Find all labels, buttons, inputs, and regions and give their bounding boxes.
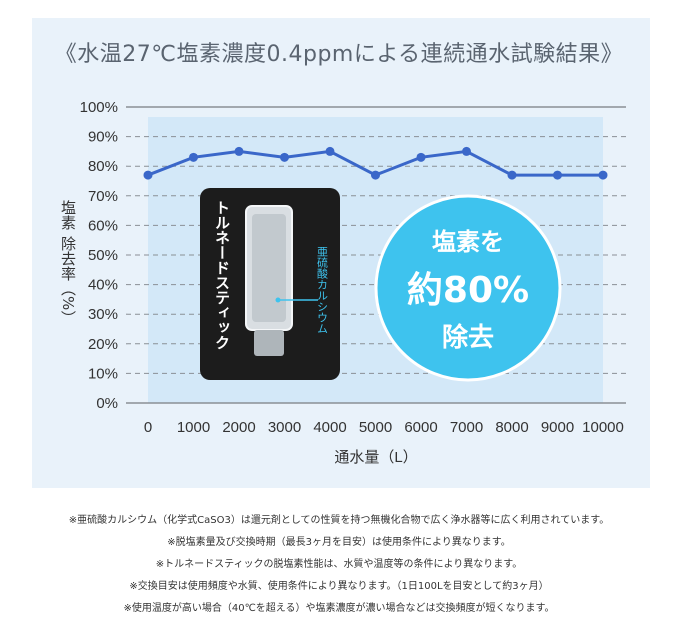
y-tick-label: 70% bbox=[88, 188, 118, 205]
x-tick-label: 6000 bbox=[404, 419, 437, 436]
y-tick-label: 40% bbox=[88, 277, 118, 294]
product-cartridge-filling bbox=[252, 214, 286, 322]
data-point bbox=[416, 152, 426, 162]
y-tick-label: 30% bbox=[88, 306, 118, 323]
chart-title: 《水温27℃塩素濃度0.4ppmによる連続通水試験結果》 bbox=[54, 42, 624, 67]
footnote: ※交換目安は使用頻度や水質、使用条件により異なります。（1日100Lを目安として… bbox=[129, 581, 549, 592]
data-point bbox=[189, 152, 198, 162]
data-point bbox=[553, 170, 562, 180]
footnote: ※脱塩素量及び交換時期（最長3ヶ月を目安）は使用条件により異なります。 bbox=[167, 537, 511, 548]
product-name: トルネードスティック bbox=[213, 200, 231, 350]
y-tick-label: 80% bbox=[88, 158, 118, 175]
y-tick-label: 0% bbox=[96, 395, 118, 412]
x-tick-label: 1000 bbox=[177, 419, 210, 436]
y-tick-label: 50% bbox=[88, 247, 118, 264]
y-tick-label: 60% bbox=[88, 217, 118, 234]
x-tick-label: 0 bbox=[144, 419, 152, 436]
data-point bbox=[598, 170, 608, 180]
footnote: ※トルネードスティックの脱塩素性能は、水質や温度等の条件により異なります。 bbox=[155, 559, 523, 570]
component-pointer-dot bbox=[275, 297, 281, 303]
data-point bbox=[462, 146, 471, 156]
badge-circle bbox=[374, 194, 562, 382]
product-cartridge-cap bbox=[254, 330, 284, 356]
badge-line-3: 除去 bbox=[442, 322, 494, 353]
badge-line-2: 約80% bbox=[407, 270, 529, 311]
data-point bbox=[280, 152, 289, 162]
data-point bbox=[234, 146, 244, 156]
x-tick-label: 4000 bbox=[313, 419, 346, 436]
x-tick-label: 2000 bbox=[222, 419, 255, 436]
x-axis-label: 通水量（L） bbox=[334, 449, 417, 466]
x-tick-label: 10000 bbox=[582, 419, 624, 436]
line-chart: 100% 90% 80% 70% 60% 50% 40% 30% 20% 10% 0% 0 1000 2… bbox=[59, 99, 626, 466]
x-tick-label: 7000 bbox=[450, 419, 483, 436]
x-tick-label: 5000 bbox=[359, 419, 392, 436]
y-tick-label: 100% bbox=[80, 99, 118, 116]
y-axis-label-cont: 除去率（%） bbox=[59, 236, 77, 325]
data-point bbox=[325, 146, 335, 156]
removal-rate-badge: 塩素を 約80% 除去 bbox=[374, 194, 562, 382]
footnote: ※亜硫酸カルシウム（化学式CaSO3）は還元剤としての性質を持つ無機化合物で広く… bbox=[68, 515, 610, 526]
data-point bbox=[143, 170, 153, 180]
badge-line-1: 塩素を bbox=[432, 228, 504, 256]
data-point bbox=[371, 170, 380, 180]
component-label: 亜硫酸カルシウム bbox=[316, 246, 329, 334]
y-axis-label: 塩素 bbox=[59, 200, 77, 230]
footnotes: ※亜硫酸カルシウム（化学式CaSO3）は還元剤としての性質を持つ無機化合物で広く… bbox=[0, 510, 678, 620]
data-point bbox=[507, 170, 517, 180]
x-tick-label: 9000 bbox=[541, 419, 574, 436]
y-tick-label: 90% bbox=[88, 129, 118, 146]
x-tick-label: 3000 bbox=[268, 419, 301, 436]
y-tick-label: 10% bbox=[88, 365, 118, 382]
x-tick-label: 8000 bbox=[495, 419, 528, 436]
y-tick-label: 20% bbox=[88, 336, 118, 353]
footnote: ※使用温度が高い場合（40℃を超える）や塩素濃度が濃い場合などは交換頻度が短くな… bbox=[123, 603, 555, 614]
product-photo: トルネードスティック 亜硫酸カルシウム bbox=[200, 188, 340, 380]
